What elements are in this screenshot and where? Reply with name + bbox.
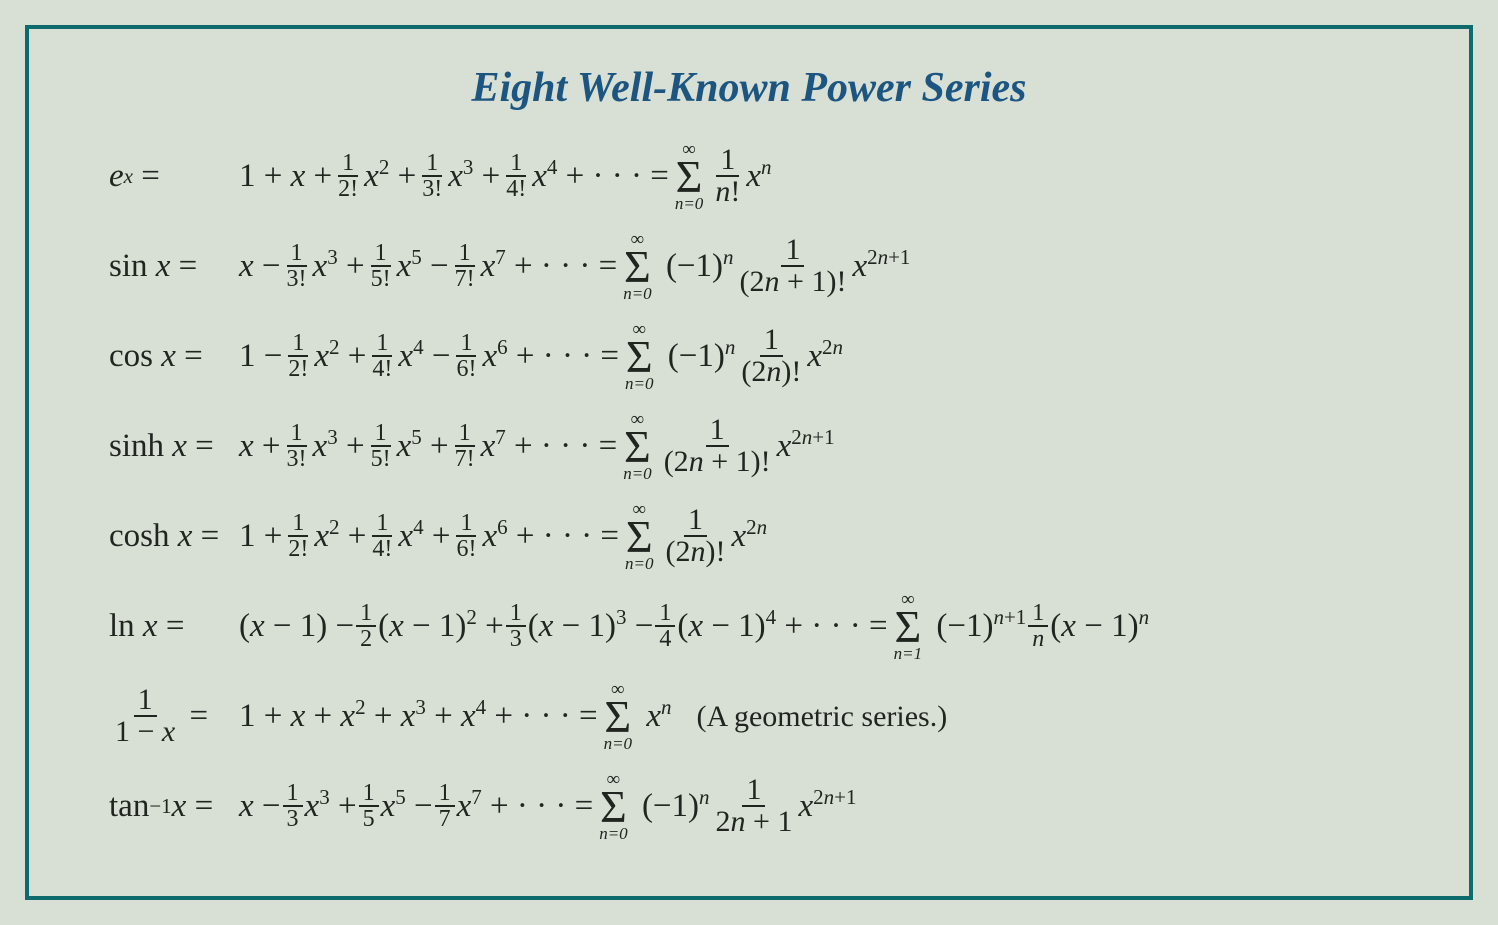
- page-title: Eight Well-Known Power Series: [79, 64, 1419, 112]
- series-cosh: cosh x = 1 + 12! x2 + 14! x4 + 16! x6 + …: [109, 497, 1419, 575]
- series-ln: ln x = (x − 1) − 12 (x − 1)2 + 13 (x − 1…: [109, 587, 1419, 665]
- series-arctan: tan−1x = x − 13 x3 + 15 x5 − 17 x7 + · ·…: [109, 767, 1419, 845]
- series-list: ex = 1 + x + 12! x2 + 13! x3 + 14! x4 + …: [79, 137, 1419, 845]
- series-exp: ex = 1 + x + 12! x2 + 13! x3 + 14! x4 + …: [109, 137, 1419, 215]
- series-cos: cos x = 1 − 12! x2 + 14! x4 − 16! x6 + ·…: [109, 317, 1419, 395]
- series-sinh: sinh x = x + 13! x3 + 15! x5 + 17! x7 + …: [109, 407, 1419, 485]
- series-geometric: 11 − x = 1 + x + x2 + x3 + x4 + · · · = …: [109, 677, 1419, 755]
- series-sin: sin x = x − 13! x3 + 15! x5 − 17! x7 + ·…: [109, 227, 1419, 305]
- annotation-geometric: (A geometric series.): [696, 700, 947, 733]
- formula-box: Eight Well-Known Power Series ex = 1 + x…: [25, 25, 1473, 900]
